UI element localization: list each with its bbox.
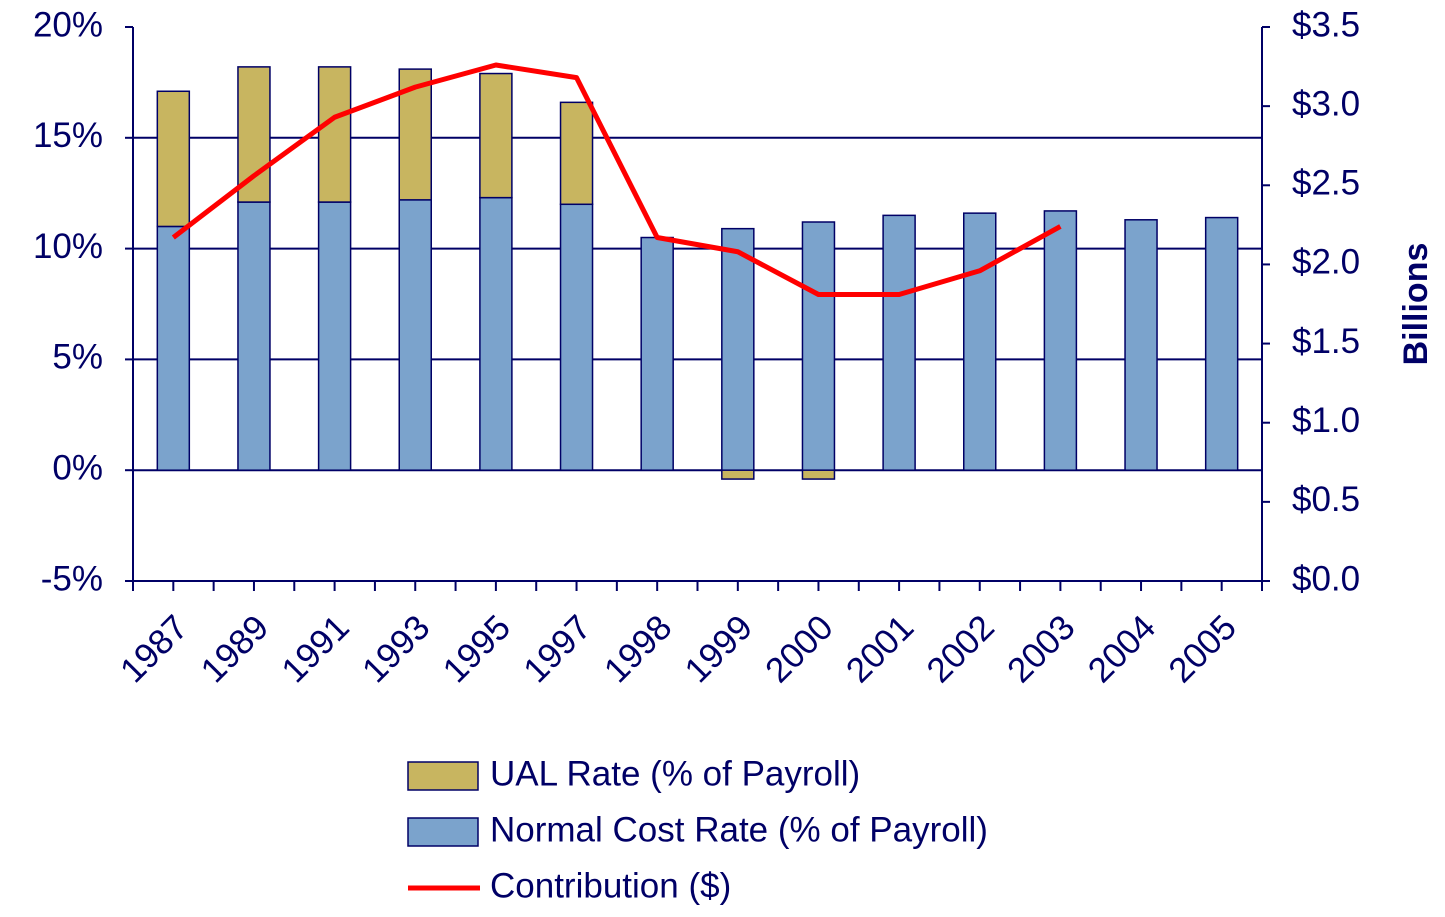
y-tick-label: 5% [52,338,103,377]
bar [559,203,594,471]
y2-tick-label: $2.0 [1292,243,1360,282]
legend-label: Normal Cost Rate (% of Payroll) [490,810,988,849]
bar [317,201,352,471]
x-tick-label: 2005 [1161,608,1244,691]
x-tick-label: 2002 [919,608,1002,691]
bar [559,101,594,206]
y-tick-label: 20% [33,5,103,44]
bar [237,201,271,471]
y-tick-label: 15% [33,116,103,155]
y2-tick-label: $0.5 [1292,480,1360,519]
x-tick-label: 2000 [758,608,841,691]
y2-axis-title: Billions [1397,243,1435,366]
legend-label: UAL Rate (% of Payroll) [490,754,860,793]
x-tick-label: 1993 [355,608,438,691]
x-tick-label: 1991 [274,608,357,691]
bar [640,236,674,471]
bar [963,212,997,471]
y2-tick-label: $3.0 [1292,84,1360,123]
bar [882,214,916,471]
bar [479,72,513,199]
x-tick-label: 2004 [1081,608,1164,691]
y-tick-label: -5% [41,559,103,598]
x-tick-label: 1999 [677,608,760,691]
bar [156,90,191,228]
bar [317,66,352,203]
bar [398,199,432,471]
bar [721,469,755,480]
y2-tick-label: $2.5 [1292,164,1360,203]
x-tick-label: 1987 [113,608,196,691]
bar [1043,210,1078,471]
x-tick-label: 1998 [597,608,680,691]
line [171,62,1062,298]
legend-label: Contribution ($) [490,866,731,905]
y2-tick-label: $1.0 [1292,401,1360,440]
y2-tick-label: $3.5 [1292,5,1360,44]
y2-tick-label: $1.5 [1292,322,1360,361]
bar [479,196,513,471]
bar [237,66,271,203]
legend-swatch [407,761,479,791]
bar [156,225,191,471]
x-tick-label: 1989 [194,608,277,691]
bar [721,227,755,471]
x-tick-label: 1995 [435,608,518,691]
y-tick-label: 10% [33,227,103,266]
x-tick-label: 2003 [1000,608,1083,691]
x-tick-label: 2001 [839,608,922,691]
legend-swatch [407,817,479,847]
bar [1204,216,1239,471]
y-tick-label: 0% [52,448,103,487]
bar [1124,219,1158,471]
bar [801,469,836,480]
bar [801,221,836,471]
y2-tick-label: $0.0 [1292,559,1360,598]
bar [398,68,432,201]
x-tick-label: 1997 [516,608,599,691]
